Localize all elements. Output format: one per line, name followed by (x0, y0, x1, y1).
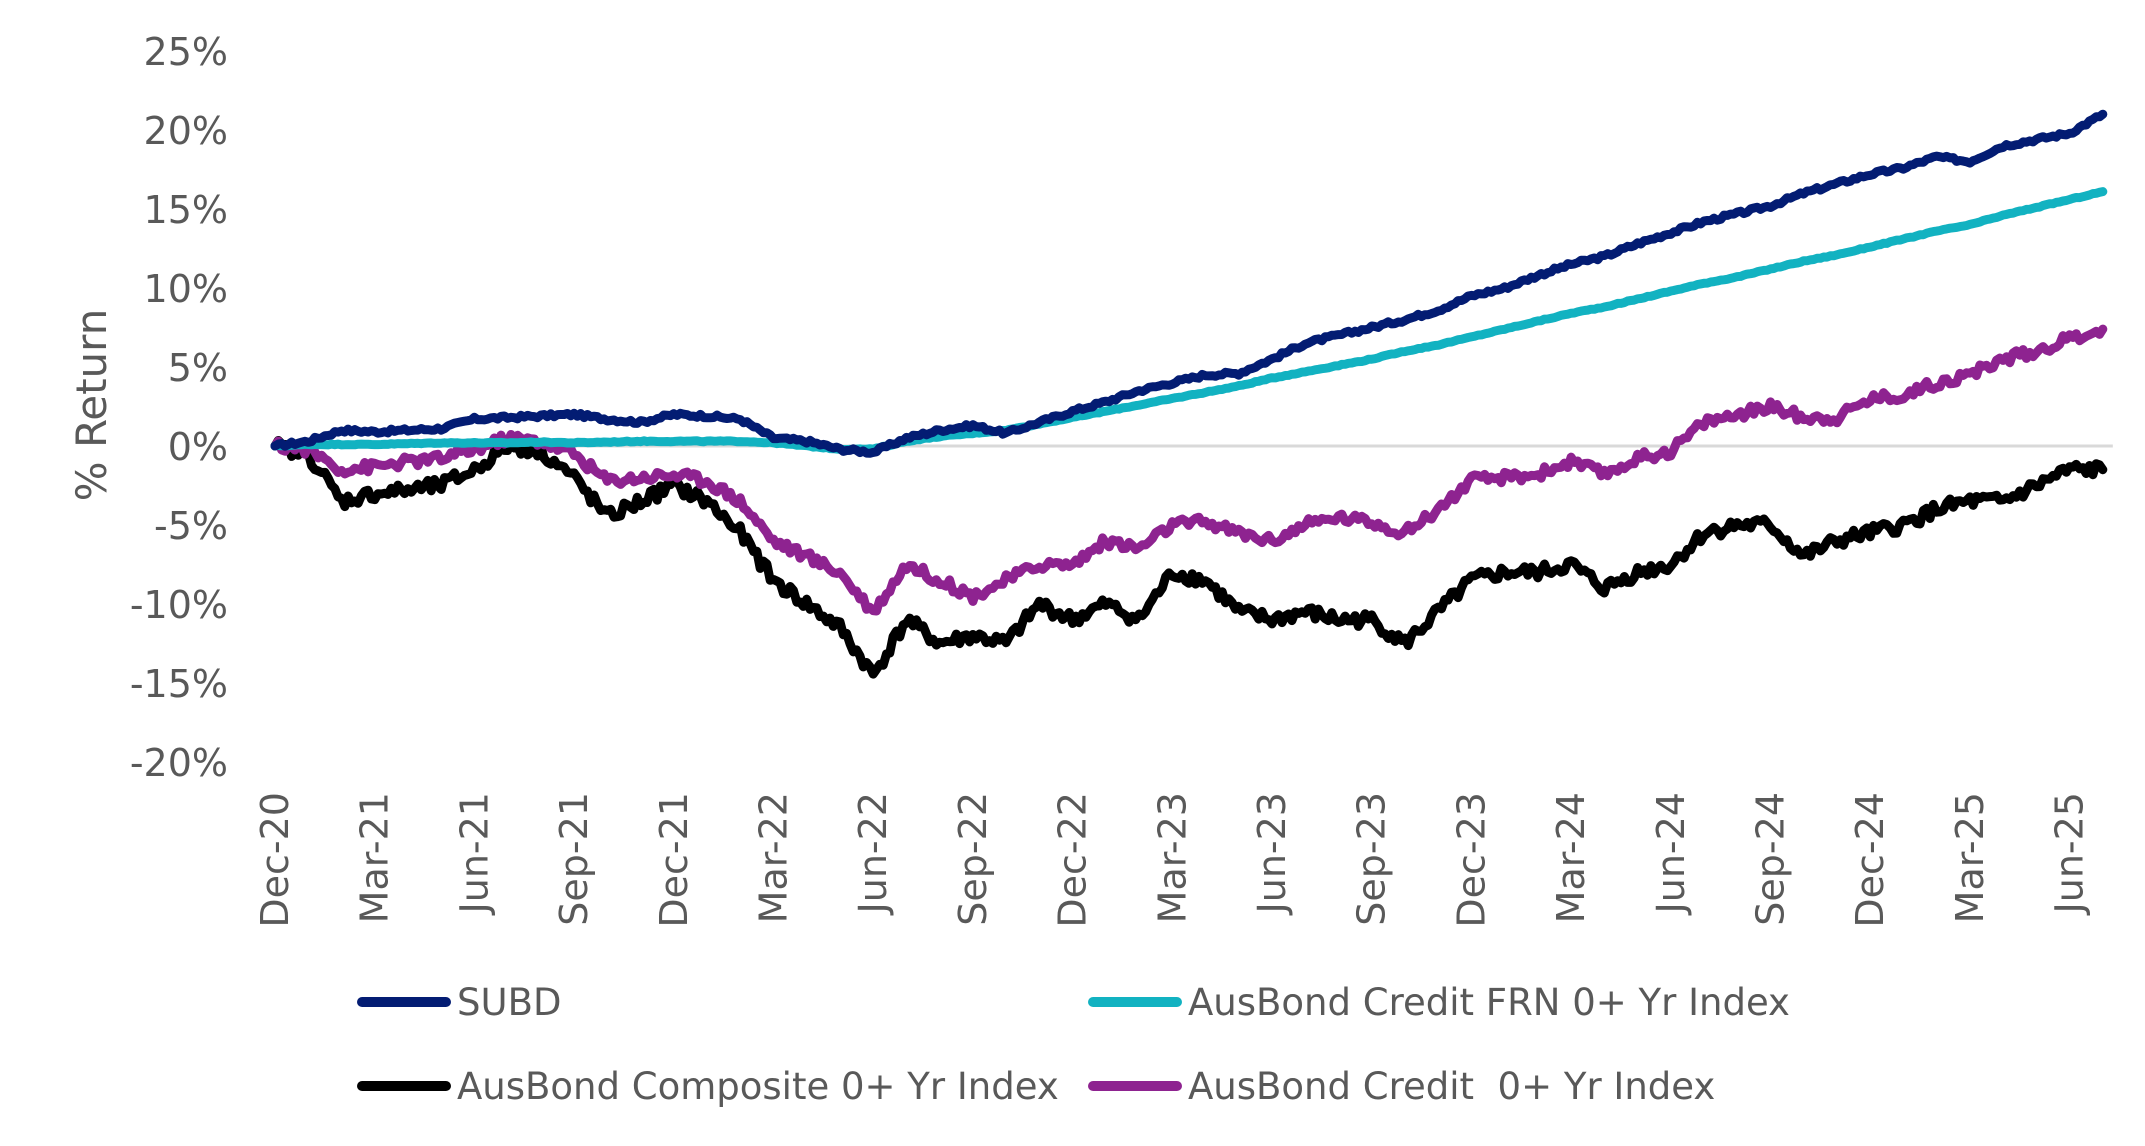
y-tick-label: -5% (154, 504, 228, 548)
x-tick-label: Sep-23 (1350, 792, 1394, 926)
x-tick-label: Dec-21 (652, 792, 696, 928)
y-axis-ticks: 25% 20% 15% 10% 5% 0% -5% -10% -15% -20% (130, 30, 228, 785)
x-tick-label: Dec-22 (1051, 792, 1095, 928)
series-lines (270, 109, 2108, 679)
series-line-ausbond-credit-0-yr-index (270, 324, 2108, 616)
x-tick-label: Dec-24 (1848, 792, 1892, 928)
x-tick-label: Jun-22 (851, 792, 895, 915)
x-tick-label: Dec-20 (253, 792, 297, 928)
y-tick-label: -20% (130, 741, 228, 785)
x-tick-label: Jun-23 (1250, 792, 1294, 915)
y-tick-label: 10% (144, 267, 228, 311)
x-tick-label: Mar-22 (752, 792, 796, 923)
y-tick-label: 20% (144, 109, 228, 153)
y-axis-title: % Return (67, 309, 116, 502)
x-tick-label: Mar-23 (1150, 792, 1194, 923)
x-tick-label: Mar-25 (1948, 792, 1992, 923)
y-tick-label: 5% (168, 346, 228, 390)
y-tick-label: 25% (144, 30, 228, 74)
series-line-ausbond-credit-frn-0-yr-index (270, 187, 2108, 455)
series-line-subd (270, 109, 2108, 458)
y-tick-label: -15% (130, 662, 228, 706)
series-line-ausbond-composite-0-yr-index (270, 436, 2108, 679)
y-tick-label: 15% (144, 188, 228, 232)
x-axis-ticks: Dec-20 Mar-21 Jun-21 Sep-21 Dec-21 Mar-22 Jun-… (253, 792, 2092, 928)
x-tick-label: Mar-21 (353, 792, 397, 923)
x-tick-label: Sep-21 (552, 792, 596, 926)
x-tick-label: Dec-23 (1449, 792, 1493, 928)
x-tick-label: Sep-22 (951, 792, 995, 926)
y-tick-label: 0% (168, 425, 228, 469)
x-tick-label: Mar-24 (1549, 792, 1593, 923)
x-tick-label: Jun-25 (2048, 792, 2092, 915)
y-tick-label: -10% (130, 583, 228, 627)
x-tick-label: Jun-21 (452, 792, 496, 915)
x-tick-label: Jun-24 (1649, 792, 1693, 915)
x-tick-label: Sep-24 (1749, 792, 1793, 926)
